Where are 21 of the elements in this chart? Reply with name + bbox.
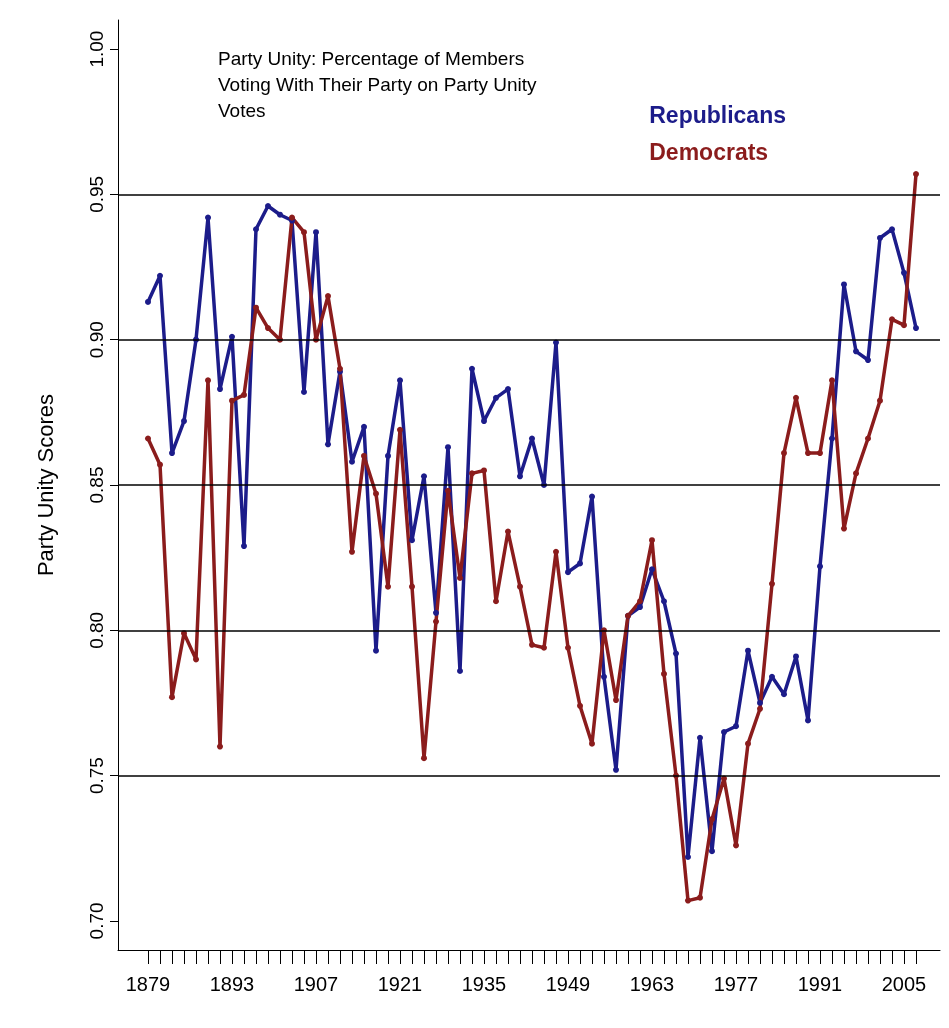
text: Democrats [649, 138, 769, 165]
y-tick-label: 0.70 [86, 902, 107, 940]
y-tick-label: 0.80 [86, 611, 107, 649]
y-tick-label: 1.00 [86, 30, 107, 68]
x-tick-label: 1921 [377, 973, 423, 995]
text: Republicans [649, 101, 787, 128]
x-tick-label: 1949 [545, 973, 591, 995]
x-tick-label: 1879 [125, 973, 171, 995]
y-tick-label: 0.75 [86, 757, 107, 795]
x-tick-label: 1893 [209, 973, 255, 995]
y-tick-label: 0.95 [86, 175, 107, 213]
y-axis-title: Party Unity Scores [32, 393, 58, 577]
x-tick-label: 1977 [713, 973, 759, 995]
x-tick-label: 2005 [881, 973, 927, 995]
y-tick-label: 0.90 [86, 321, 107, 359]
x-tick-label: 1907 [293, 973, 339, 995]
x-tick-label: 1991 [797, 973, 843, 995]
y-tick-label: 0.85 [86, 466, 107, 504]
x-tick-label: 1963 [629, 973, 675, 995]
text: Party Unity: Percentage of Members Voting With Their Party on Party Unity Votes [218, 47, 542, 121]
x-tick-label: 1935 [461, 973, 507, 995]
